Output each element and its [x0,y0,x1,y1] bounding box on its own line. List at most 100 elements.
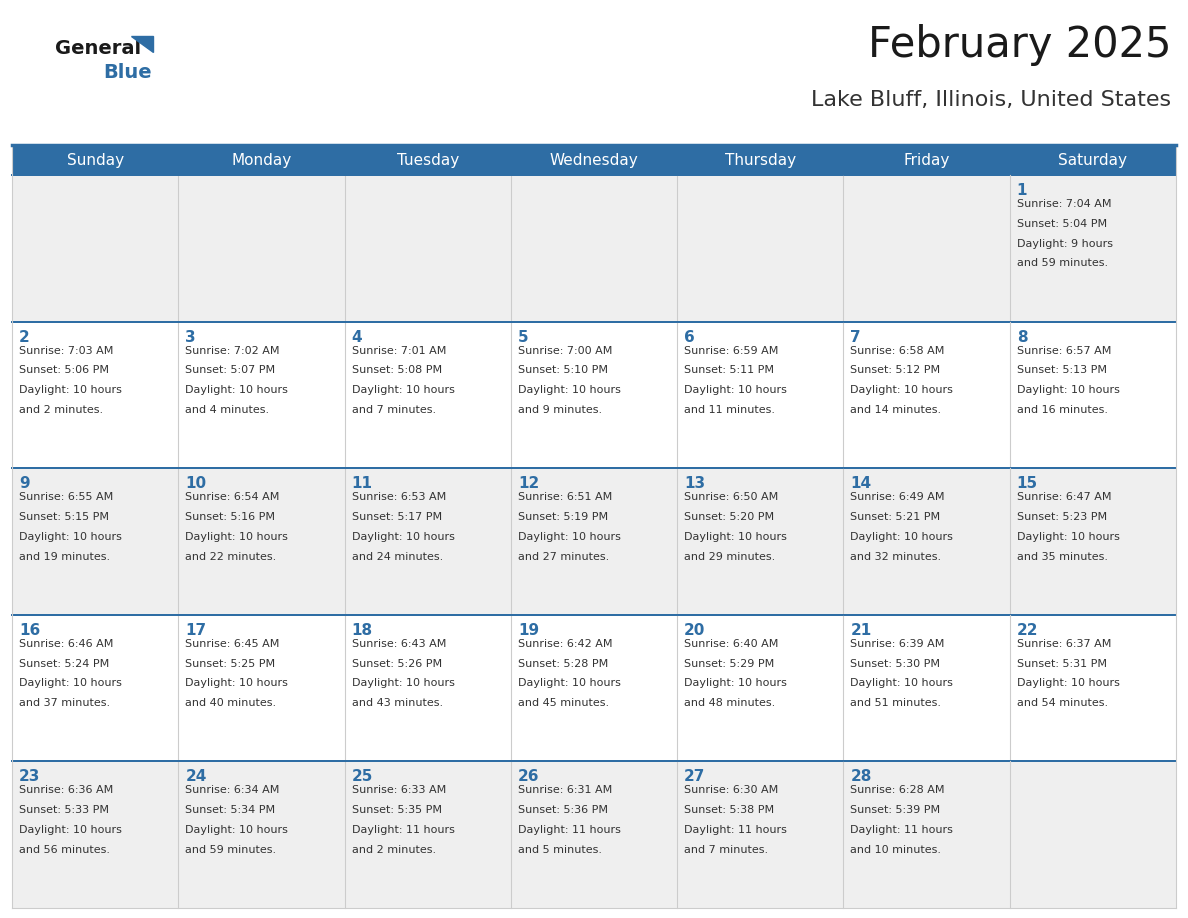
Text: 15: 15 [1017,476,1038,491]
Text: Sunrise: 6:51 AM: Sunrise: 6:51 AM [518,492,612,502]
Text: Sunrise: 7:04 AM: Sunrise: 7:04 AM [1017,199,1111,209]
Text: Sunset: 5:29 PM: Sunset: 5:29 PM [684,658,775,668]
Text: Daylight: 11 hours: Daylight: 11 hours [518,825,621,835]
Text: Daylight: 10 hours: Daylight: 10 hours [851,678,953,688]
Text: Monday: Monday [232,152,291,167]
Bar [677,761,843,908]
Text: Daylight: 10 hours: Daylight: 10 hours [518,678,621,688]
Text: Daylight: 11 hours: Daylight: 11 hours [684,825,786,835]
Text: Friday: Friday [903,152,949,167]
Text: Daylight: 9 hours: Daylight: 9 hours [1017,239,1113,249]
Text: 1: 1 [1017,183,1028,198]
Text: and 24 minutes.: and 24 minutes. [352,552,443,562]
Text: 2: 2 [19,330,30,344]
Text: 6: 6 [684,330,695,344]
Text: Sunrise: 6:28 AM: Sunrise: 6:28 AM [851,786,944,795]
Bar [677,615,843,761]
Text: and 27 minutes.: and 27 minutes. [518,552,609,562]
Text: Sunset: 5:26 PM: Sunset: 5:26 PM [352,658,442,668]
Text: and 37 minutes.: and 37 minutes. [19,699,110,708]
Text: Daylight: 10 hours: Daylight: 10 hours [1017,532,1119,542]
Bar [345,761,511,908]
Text: 27: 27 [684,769,706,784]
Bar [511,615,677,761]
Text: Sunrise: 6:34 AM: Sunrise: 6:34 AM [185,786,279,795]
Text: and 16 minutes.: and 16 minutes. [1017,405,1107,415]
Text: Sunrise: 6:37 AM: Sunrise: 6:37 AM [1017,639,1111,649]
Text: Sunset: 5:08 PM: Sunset: 5:08 PM [352,365,442,375]
Text: and 56 minutes.: and 56 minutes. [19,845,110,855]
Text: 4: 4 [352,330,362,344]
Bar [843,175,1010,321]
Bar [677,321,843,468]
Bar [345,321,511,468]
Text: 11: 11 [352,476,373,491]
Text: Sunset: 5:20 PM: Sunset: 5:20 PM [684,512,775,522]
Text: Sunrise: 6:43 AM: Sunrise: 6:43 AM [352,639,446,649]
Text: Sunset: 5:33 PM: Sunset: 5:33 PM [19,805,109,815]
Text: 3: 3 [185,330,196,344]
Text: and 4 minutes.: and 4 minutes. [185,405,270,415]
Text: 17: 17 [185,622,207,638]
Bar [12,761,178,908]
Bar [345,468,511,615]
Text: and 9 minutes.: and 9 minutes. [518,405,602,415]
Text: Sunset: 5:23 PM: Sunset: 5:23 PM [1017,512,1107,522]
Text: and 43 minutes.: and 43 minutes. [352,699,443,708]
Text: Daylight: 10 hours: Daylight: 10 hours [19,532,122,542]
Text: 24: 24 [185,769,207,784]
Text: Sunset: 5:12 PM: Sunset: 5:12 PM [851,365,941,375]
Text: 10: 10 [185,476,207,491]
Text: and 2 minutes.: and 2 minutes. [352,845,436,855]
Bar [1010,615,1176,761]
Bar [345,175,511,321]
Bar [843,761,1010,908]
Text: Daylight: 10 hours: Daylight: 10 hours [185,532,289,542]
Text: Sunrise: 6:49 AM: Sunrise: 6:49 AM [851,492,944,502]
Text: Sunrise: 6:31 AM: Sunrise: 6:31 AM [518,786,612,795]
Text: Daylight: 10 hours: Daylight: 10 hours [19,678,122,688]
Bar [843,615,1010,761]
Text: Sunset: 5:24 PM: Sunset: 5:24 PM [19,658,109,668]
Text: Sunset: 5:38 PM: Sunset: 5:38 PM [684,805,775,815]
Text: and 54 minutes.: and 54 minutes. [1017,699,1108,708]
Text: Saturday: Saturday [1059,152,1127,167]
Bar [12,615,178,761]
Text: Sunset: 5:21 PM: Sunset: 5:21 PM [851,512,941,522]
Text: 19: 19 [518,622,539,638]
Text: 13: 13 [684,476,706,491]
Text: Daylight: 10 hours: Daylight: 10 hours [1017,386,1119,395]
Text: Daylight: 10 hours: Daylight: 10 hours [185,678,289,688]
Text: Sunrise: 6:57 AM: Sunrise: 6:57 AM [1017,345,1111,355]
Bar [12,321,178,468]
Text: Daylight: 10 hours: Daylight: 10 hours [185,825,289,835]
Text: 7: 7 [851,330,861,344]
Bar [1010,468,1176,615]
Bar [178,321,345,468]
Text: Sunset: 5:13 PM: Sunset: 5:13 PM [1017,365,1107,375]
Text: Lake Bluff, Illinois, United States: Lake Bluff, Illinois, United States [811,90,1171,110]
Text: 8: 8 [1017,330,1028,344]
Text: and 35 minutes.: and 35 minutes. [1017,552,1107,562]
Bar [178,175,345,321]
Bar [511,761,677,908]
Text: Thursday: Thursday [725,152,796,167]
Text: Sunrise: 7:02 AM: Sunrise: 7:02 AM [185,345,280,355]
Text: Daylight: 10 hours: Daylight: 10 hours [185,386,289,395]
Bar [178,468,345,615]
Text: Daylight: 10 hours: Daylight: 10 hours [684,532,786,542]
Text: Sunset: 5:17 PM: Sunset: 5:17 PM [352,512,442,522]
Text: and 2 minutes.: and 2 minutes. [19,405,103,415]
Text: Sunset: 5:28 PM: Sunset: 5:28 PM [518,658,608,668]
Text: Daylight: 10 hours: Daylight: 10 hours [684,386,786,395]
Text: Sunset: 5:07 PM: Sunset: 5:07 PM [185,365,276,375]
Text: Sunset: 5:35 PM: Sunset: 5:35 PM [352,805,442,815]
Text: Sunrise: 6:59 AM: Sunrise: 6:59 AM [684,345,778,355]
Text: Wednesday: Wednesday [550,152,638,167]
Text: Sunrise: 6:54 AM: Sunrise: 6:54 AM [185,492,279,502]
Text: Sunrise: 7:01 AM: Sunrise: 7:01 AM [352,345,446,355]
Text: Sunday: Sunday [67,152,124,167]
Text: 23: 23 [19,769,40,784]
Text: and 51 minutes.: and 51 minutes. [851,699,941,708]
Text: Sunset: 5:19 PM: Sunset: 5:19 PM [518,512,608,522]
